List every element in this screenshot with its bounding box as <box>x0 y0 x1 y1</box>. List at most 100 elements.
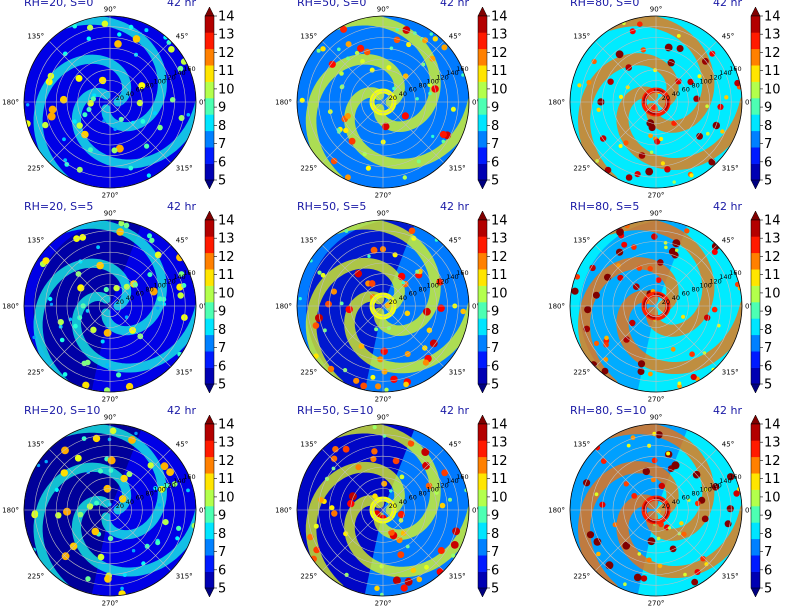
colorbar-tick-label: 5 <box>491 582 499 597</box>
angular-grid-line <box>321 244 384 307</box>
colorbar-segment <box>751 424 760 441</box>
convective-cell <box>706 131 710 136</box>
convective-cell <box>367 254 371 258</box>
colorbar-segment <box>751 236 760 254</box>
convective-cell <box>118 590 126 596</box>
convective-cell <box>658 482 665 490</box>
convective-cell <box>157 296 163 302</box>
convective-cell <box>676 34 681 38</box>
colorbar-tick-label: 6 <box>491 359 499 374</box>
colorbar-tick-label: 6 <box>764 155 772 170</box>
colorbar-tick-label: 5 <box>764 378 772 393</box>
colorbar-segment <box>478 302 487 319</box>
colorbar-tick-label: 5 <box>218 582 226 597</box>
colorbar-extend-min <box>750 179 761 190</box>
convective-cell <box>166 40 172 45</box>
convective-cell <box>616 263 621 268</box>
convective-cell <box>591 58 597 65</box>
convective-cell <box>63 51 68 57</box>
colorbar-tick-label: 10 <box>764 490 781 505</box>
convective-cell <box>120 586 124 591</box>
radial-tick-label: 60 <box>136 494 144 502</box>
colorbar-segment <box>478 440 487 458</box>
polar-frame <box>23 423 197 597</box>
convective-cell <box>415 97 419 101</box>
convective-cell <box>395 28 399 32</box>
colorbar-segment <box>751 538 760 556</box>
colorbar-tick-label: 14 <box>218 10 235 25</box>
colorbar-segment <box>478 114 487 132</box>
convective-cell <box>640 575 648 582</box>
colorbar-segment <box>751 114 760 132</box>
radial-tick-label: 60 <box>136 86 144 94</box>
angle-tick-label: 315° <box>449 572 466 580</box>
convective-cell <box>408 227 416 235</box>
convective-cell <box>664 245 668 250</box>
colorbar: 5 6 7 8 9 10 11 12 13 14 <box>477 6 508 190</box>
angle-tick-label: 315° <box>722 368 739 376</box>
convective-cell <box>176 525 182 531</box>
colorbar-tick-label: 11 <box>218 268 235 283</box>
convective-cell <box>441 139 446 144</box>
colorbar-extend-max <box>750 414 761 425</box>
colorbar-tick-label: 14 <box>218 418 235 433</box>
colorbar-tick-label: 13 <box>218 232 235 247</box>
colorbar-segment <box>751 440 760 458</box>
convective-cell <box>372 493 378 499</box>
angle-tick-label: 45° <box>722 237 734 245</box>
colorbar-tick-label: 7 <box>764 545 772 560</box>
angle-tick-label: 0° <box>472 507 480 515</box>
colorbar-segment <box>478 318 487 336</box>
convective-cell <box>117 32 122 37</box>
convective-cell <box>138 82 146 90</box>
angular-grid-line <box>321 448 384 511</box>
colorbar-extend-max <box>204 414 215 425</box>
colorbar-extend-min <box>204 587 215 598</box>
angle-tick-label: 315° <box>722 572 739 580</box>
radial-tick-label: 40 <box>399 498 407 506</box>
colorbar-tick-label: 5 <box>491 174 499 189</box>
convective-cell <box>370 246 378 254</box>
colorbar-tick-label: 10 <box>491 490 508 505</box>
convective-cell <box>348 137 356 145</box>
convective-cell <box>648 371 653 377</box>
convective-cell <box>623 336 630 343</box>
radial-tick-label: 100 <box>699 485 711 493</box>
colorbar-tick-label: 12 <box>491 250 508 265</box>
convective-cell <box>113 127 117 131</box>
colorbar-extend-min <box>204 179 215 190</box>
convective-cell <box>411 235 417 241</box>
angle-tick-label: 45° <box>176 237 188 245</box>
radial-tick-label: 80 <box>419 286 427 294</box>
convective-cell <box>584 306 592 314</box>
convective-cell <box>646 119 655 127</box>
convective-cell <box>607 78 614 85</box>
convective-cell <box>441 469 449 477</box>
colorbar-tick-label: 11 <box>218 472 235 487</box>
panel-time-label: 42 hr <box>440 404 469 417</box>
convective-cell <box>392 576 401 585</box>
angle-tick-label: 90° <box>650 414 662 422</box>
panel-title: RH=80, S=10 <box>570 404 646 417</box>
colorbar-extend-max <box>204 210 215 221</box>
colorbar-segment <box>205 114 214 132</box>
convective-cell <box>344 229 349 233</box>
convective-cell <box>460 308 467 315</box>
convective-cell <box>345 41 352 48</box>
colorbar-segment <box>478 334 487 352</box>
radial-tick-label: 40 <box>399 90 407 98</box>
convective-cell <box>392 86 396 91</box>
colorbar-segment <box>478 147 487 164</box>
colorbar-frame <box>477 15 488 181</box>
convective-cell <box>45 78 53 86</box>
polar-frame <box>296 219 470 393</box>
convective-cell <box>169 97 176 103</box>
panel-time-label: 42 hr <box>167 0 196 9</box>
convective-cell <box>638 152 646 159</box>
convective-cell <box>424 564 429 570</box>
polar-frame <box>569 15 743 189</box>
convective-cell <box>64 162 70 167</box>
convective-cell <box>129 326 137 334</box>
colorbar-segment <box>751 48 760 66</box>
convective-cell <box>704 314 711 321</box>
